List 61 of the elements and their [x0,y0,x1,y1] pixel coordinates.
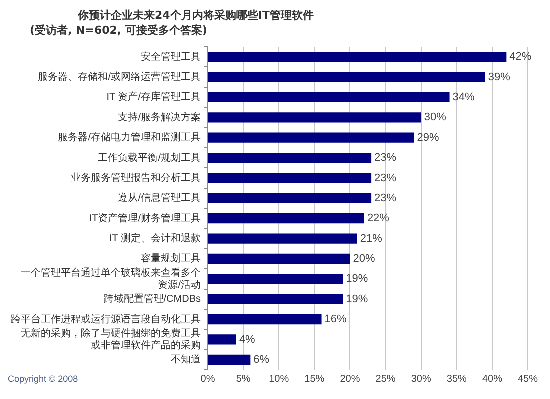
x-tick-label: 40% [482,374,503,385]
data-label: 19% [346,293,368,306]
y-tick-label: 服务器、存储和/或网络运营管理工具 [38,71,201,84]
x-tick-label: 0% [200,374,216,385]
bar [208,354,251,365]
data-label: 34% [452,92,476,104]
data-label: 20% [353,253,376,265]
data-label: 23% [374,152,397,164]
y-tick-label: 支持/服务解决方案 [118,111,201,124]
data-label: 30% [424,112,447,124]
y-tick-label: IT 测定、会计和退款 [110,232,201,245]
y-tick-label: IT 资产/存库管理工具 [106,91,201,104]
bar [208,214,364,224]
data-label: 23% [374,192,397,204]
data-label: 16% [324,314,348,326]
text: Copyright © 2008 [8,374,78,384]
bar [208,334,236,345]
y-tick-label: 业务服务管理报告和分析工具 [71,172,201,184]
y-tick-label: 跨域配置管理/CMDBs [104,293,201,306]
y-tick-label: 容量规划工具 [141,252,201,265]
y-tick-label: 跨平台工作进程或运行源语言段自动化工具 [11,313,201,326]
bar [208,72,486,82]
y-tick-label: 无新的采购，除了与硬件捆绑的免费工具或非管理软件产品的采购 [21,327,201,352]
data-label: 21% [360,232,383,245]
data-label: 19% [346,273,368,286]
data-label: 42% [510,51,532,64]
bar [208,274,344,284]
y-tick-label: 不知道 [171,354,201,366]
y-tick-label: 遵从/信息管理工具 [118,192,201,204]
x-tick-label: 45% [518,374,538,385]
bar [208,152,372,164]
y-tick-label: 安全管理工具 [141,50,201,63]
bar [208,52,507,62]
bar [208,92,450,103]
x-tick-label: 30% [411,374,432,385]
y-tick-label: 服务器/存储电力管理和监测工具 [58,132,201,144]
text: (受访者, N=602, 可接受多个答案) [30,23,208,38]
y-tick-label: IT资产管理/财务管理工具 [89,212,201,224]
data-label: 4% [239,334,256,346]
x-tick-label: 15% [304,374,325,385]
data-label: 6% [254,354,270,366]
bar [208,173,372,184]
x-tick-label: 35% [446,374,468,385]
bar [208,132,414,143]
y-tick-label: 一个管理平台通过单个玻璃板来查看多个资源/活动 [21,266,201,291]
data-label: 22% [367,212,390,225]
chart-title: 你预计企业未来24个月内将采购哪些IT管理软件 [78,8,314,23]
data-label: 29% [417,132,440,144]
bar [208,234,358,244]
bar [208,193,372,204]
x-tick-label: 5% [236,374,251,385]
data-label: 39% [488,71,511,84]
bar [208,112,422,123]
x-tick-label: 20% [340,374,360,385]
bar [208,314,322,325]
x-tick-label: 25% [376,374,396,385]
bar [208,294,344,304]
data-label: 23% [374,172,397,184]
x-tick-label: 10% [269,374,290,385]
y-tick-label: 工作负载平衡/规划工具 [98,152,201,164]
bar [208,254,350,264]
